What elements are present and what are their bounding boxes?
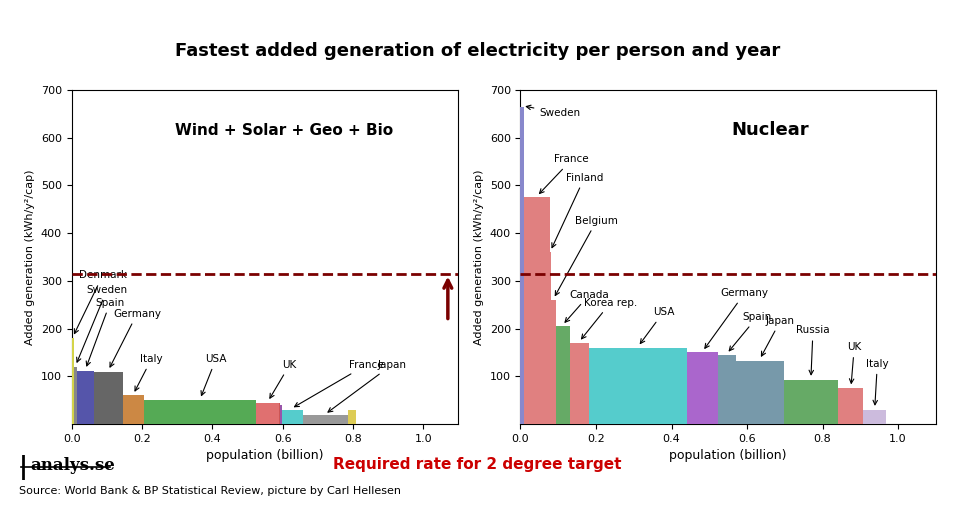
X-axis label: population (billion): population (billion) — [206, 449, 324, 462]
Bar — [72, 338, 74, 424]
Text: USA: USA — [640, 307, 674, 343]
Bar — [863, 410, 886, 424]
Bar — [279, 402, 281, 424]
Bar — [520, 107, 524, 424]
Text: UK: UK — [847, 342, 861, 383]
Bar — [551, 300, 556, 424]
Text: Korea rep.: Korea rep. — [582, 298, 637, 339]
Bar — [74, 367, 77, 424]
Text: Italy: Italy — [866, 359, 889, 405]
Bar — [524, 197, 549, 424]
Text: analys.se: analys.se — [31, 457, 116, 474]
Bar — [556, 326, 569, 424]
Text: Denmark: Denmark — [74, 270, 127, 334]
Bar — [348, 410, 356, 424]
Bar — [718, 355, 735, 424]
Bar — [122, 395, 143, 424]
Text: France: France — [294, 360, 384, 407]
Text: Japan: Japan — [761, 316, 795, 356]
Text: France: France — [540, 155, 589, 193]
Text: |: | — [19, 455, 28, 480]
Text: Fastest added generation of electricity per person and year: Fastest added generation of electricity … — [175, 42, 780, 61]
Bar — [303, 415, 348, 424]
Bar — [687, 353, 718, 424]
Text: Japan: Japan — [328, 360, 407, 412]
Text: Germany: Germany — [705, 288, 769, 348]
Bar — [256, 402, 280, 424]
Text: Germany: Germany — [110, 309, 161, 367]
Text: Spain: Spain — [730, 312, 772, 351]
Bar — [784, 380, 838, 424]
Text: Spain: Spain — [86, 298, 125, 366]
Bar — [735, 361, 784, 424]
Bar — [280, 410, 303, 424]
X-axis label: population (billion): population (billion) — [669, 449, 787, 462]
Bar — [143, 400, 256, 424]
Bar — [94, 372, 122, 424]
Bar — [838, 388, 863, 424]
Bar — [549, 252, 551, 424]
Bar — [281, 405, 282, 424]
Text: Sweden: Sweden — [526, 105, 581, 118]
Bar — [569, 343, 589, 424]
Text: Canada: Canada — [565, 289, 609, 322]
Text: UK: UK — [270, 360, 297, 398]
Y-axis label: Added generation (kWh/y²/cap): Added generation (kWh/y²/cap) — [25, 169, 35, 345]
Y-axis label: Added generation (kWh/y²/cap): Added generation (kWh/y²/cap) — [474, 169, 484, 345]
Text: Belgium: Belgium — [555, 215, 618, 296]
Bar — [77, 371, 94, 424]
Text: USA: USA — [202, 354, 226, 395]
Text: Wind + Solar + Geo + Bio: Wind + Solar + Geo + Bio — [176, 122, 393, 138]
Bar — [589, 347, 687, 424]
Text: Nuclear: Nuclear — [731, 121, 809, 139]
Text: Required rate for 2 degree target: Required rate for 2 degree target — [333, 457, 622, 472]
Text: Finland: Finland — [552, 173, 604, 248]
Text: Italy: Italy — [135, 354, 162, 391]
Text: Source: World Bank & BP Statistical Review, picture by Carl Hellesen: Source: World Bank & BP Statistical Revi… — [19, 486, 401, 495]
Text: Russia: Russia — [796, 325, 830, 375]
Text: Sweden: Sweden — [76, 285, 128, 362]
